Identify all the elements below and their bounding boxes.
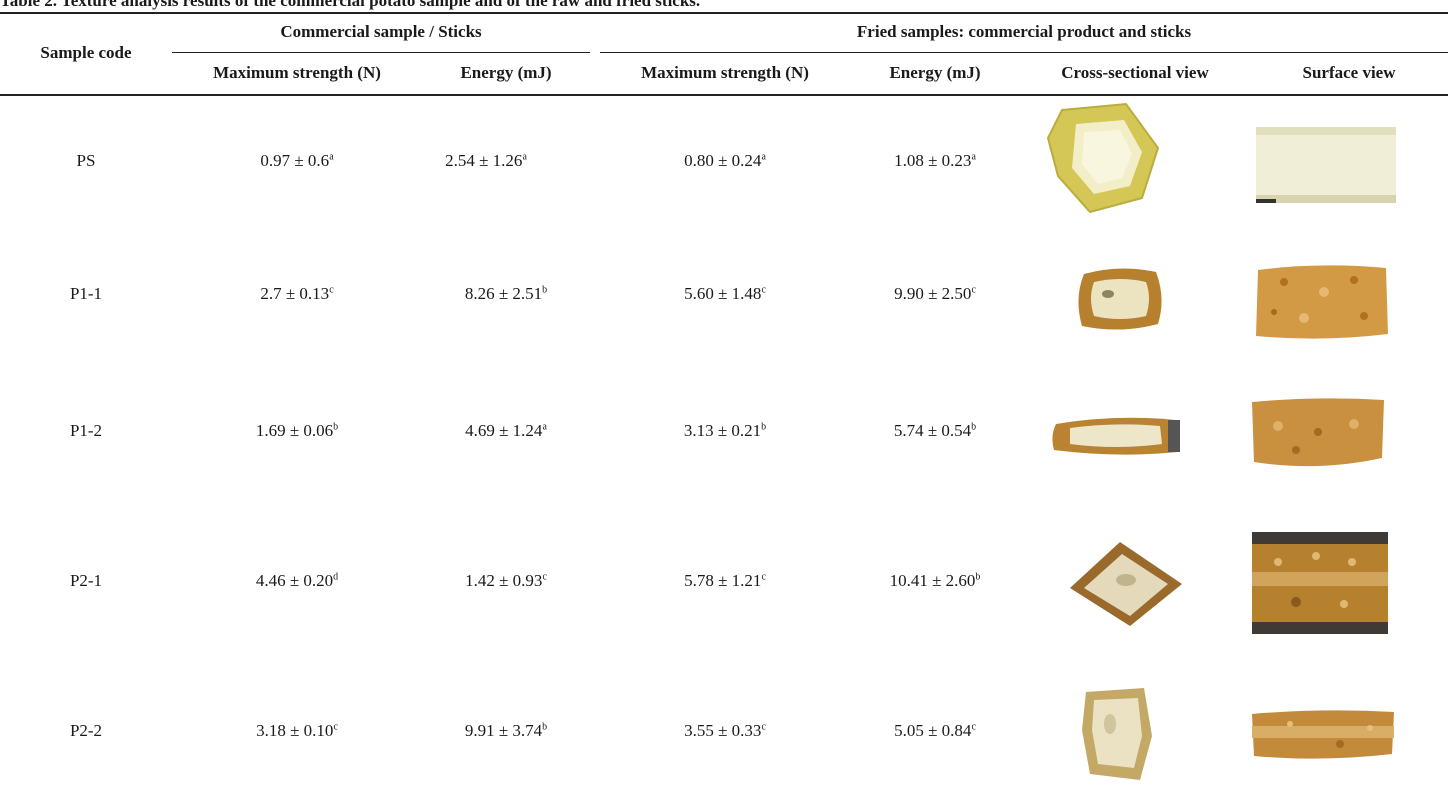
fried-stick-cross-section-photo [1080,684,1156,784]
header-raw-strength: Maximum strength (N) [213,63,381,82]
header-surface-view: Surface view [1302,63,1396,82]
cell-raw-strength: 3.18 ± 0.10c [256,721,338,740]
fried-stick-surface-photo [1250,708,1396,762]
header-fried-strength: Maximum strength (N) [641,63,809,82]
cell-fried-strength: 3.55 ± 0.33c [684,721,766,740]
cell-fried-strength: 5.78 ± 1.21c [684,571,766,590]
cell-sample-code: P1-2 [69,421,103,440]
cell-raw-energy: 9.91 ± 3.74b [464,721,548,740]
potato-stick-surface-photo [1254,125,1400,205]
cell-raw-energy: 8.26 ± 2.51b [464,284,548,303]
fried-stick-cross-section-photo [1066,536,1188,630]
cell-sample-code: P2-2 [69,721,103,740]
fried-stick-cross-section-photo [1074,264,1166,334]
fried-stick-surface-photo [1252,532,1388,634]
cell-fried-energy: 1.08 ± 0.23a [894,151,976,170]
header-raw-energy: Energy (mJ) [460,63,552,82]
table-header-rule [0,94,1448,96]
cell-raw-strength: 4.46 ± 0.20d [255,571,339,590]
cell-fried-strength: 0.80 ± 0.24a [684,151,766,170]
table-caption: Table 2. Texture analysis results of the… [0,0,701,10]
group-fried-rule [600,52,1448,53]
header-cross-view: Cross-sectional view [1061,63,1209,82]
cell-raw-strength: 0.97 ± 0.6a [260,151,334,170]
fried-stick-cross-section-photo [1050,414,1182,458]
header-group-raw: Commercial sample / Sticks [280,22,482,41]
cell-sample-code: P1-1 [69,284,103,303]
cell-sample-code: P2-1 [69,571,103,590]
cell-raw-energy: 4.69 ± 1.24a [465,421,547,440]
header-group-fried: Fried samples: commercial product and st… [856,22,1192,41]
group-raw-rule [172,52,590,53]
cell-fried-strength: 3.13 ± 0.21b [683,421,767,440]
header-fried-energy: Energy (mJ) [889,63,981,82]
fried-stick-surface-photo [1254,262,1390,342]
cell-sample-code: PS [76,151,96,170]
cell-raw-strength: 1.69 ± 0.06b [255,421,339,440]
cell-raw-strength: 2.7 ± 0.13c [260,284,334,303]
potato-cube-cross-section-photo [1040,102,1170,214]
cell-raw-energy: 2.54 ± 1.26a [445,151,527,170]
header-sample-code: Sample code [40,43,132,62]
fried-stick-surface-photo [1250,396,1386,472]
cell-fried-energy: 5.05 ± 0.84c [894,721,976,740]
cell-fried-energy: 10.41 ± 2.60b [889,571,981,590]
cell-fried-energy: 9.90 ± 2.50c [894,284,976,303]
table-top-rule [0,12,1448,14]
cell-fried-strength: 5.60 ± 1.48c [684,284,766,303]
cell-fried-energy: 5.74 ± 0.54b [893,421,977,440]
cell-raw-energy: 1.42 ± 0.93c [465,571,547,590]
